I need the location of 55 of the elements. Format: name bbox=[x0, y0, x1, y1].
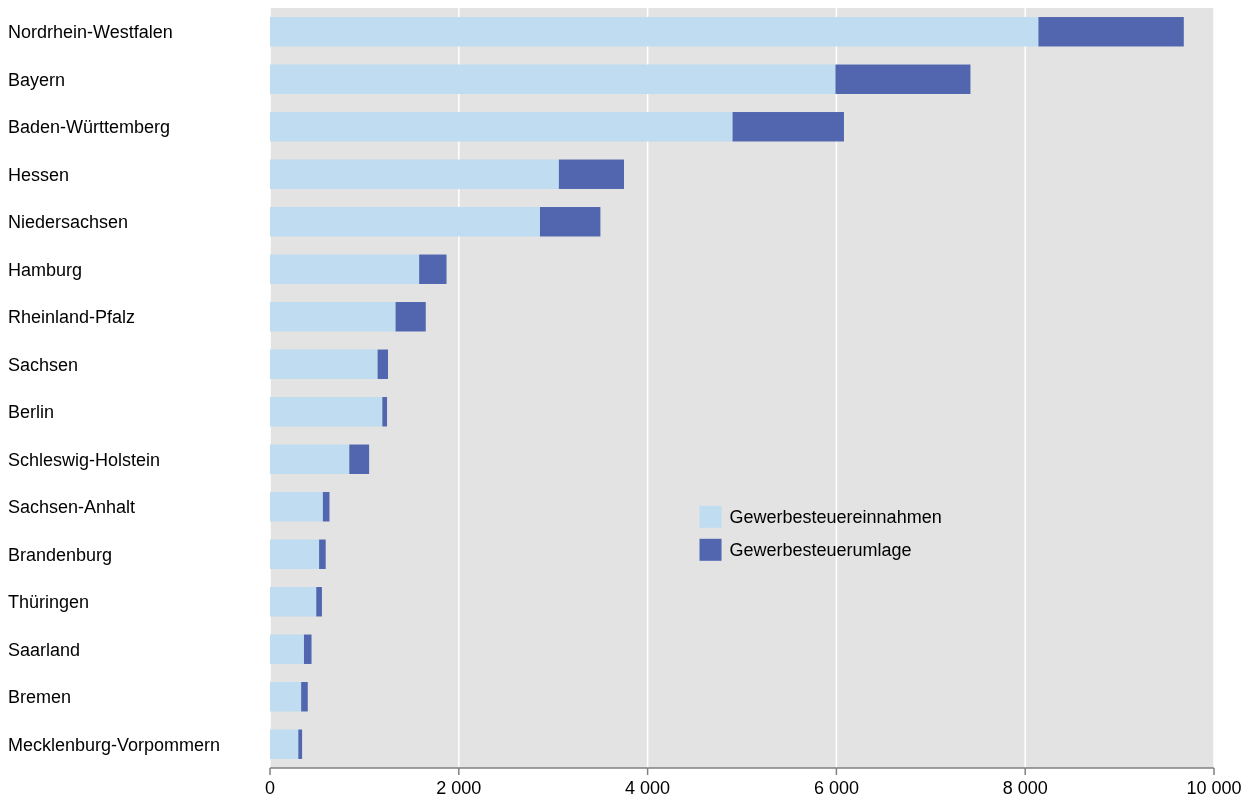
bar bbox=[270, 207, 540, 237]
bar bbox=[270, 682, 302, 712]
y-tick-label: Niedersachsen bbox=[8, 212, 129, 233]
y-tick-label: Baden-Württemberg bbox=[8, 117, 171, 138]
bar bbox=[270, 254, 420, 284]
bar bbox=[270, 492, 323, 522]
bar bbox=[270, 112, 733, 142]
x-tick-label: 4 000 bbox=[625, 778, 671, 798]
y-tick-label: Bayern bbox=[8, 69, 66, 90]
legend-label: Gewerbesteuerumlage bbox=[729, 540, 912, 561]
y-tick-label: Hamburg bbox=[8, 259, 83, 280]
bar bbox=[395, 302, 426, 332]
bar bbox=[270, 444, 350, 474]
x-tick-label: 8 000 bbox=[1002, 778, 1048, 798]
x-tick-label: 0 bbox=[264, 778, 276, 798]
bar bbox=[539, 207, 601, 237]
y-tick-label: Nordrhein-Westfalen bbox=[8, 22, 173, 43]
bar bbox=[270, 539, 320, 569]
bar bbox=[319, 539, 326, 569]
bar bbox=[732, 112, 844, 142]
bar bbox=[316, 587, 322, 617]
y-tick-label: Bremen bbox=[8, 687, 72, 708]
bar bbox=[270, 349, 378, 379]
x-tick-label: 2 000 bbox=[436, 778, 482, 798]
bar bbox=[298, 729, 303, 759]
bar bbox=[382, 397, 388, 427]
bar bbox=[270, 587, 317, 617]
x-tick-label: 6 000 bbox=[813, 778, 859, 798]
bar bbox=[835, 64, 971, 94]
y-tick-label: Hessen bbox=[8, 164, 70, 185]
y-tick-label: Sachsen bbox=[8, 354, 79, 375]
bar bbox=[270, 634, 304, 664]
x-tick-label: 10 000 bbox=[1186, 778, 1242, 798]
bar bbox=[301, 682, 308, 712]
bar bbox=[558, 159, 624, 189]
bar bbox=[270, 17, 1039, 47]
bar bbox=[270, 302, 396, 332]
bar bbox=[270, 397, 383, 427]
bar bbox=[303, 634, 312, 664]
y-tick-label: Saarland bbox=[8, 639, 81, 660]
y-tick-label: Sachsen-Anhalt bbox=[8, 497, 136, 518]
y-tick-label: Mecklenburg-Vorpommern bbox=[8, 734, 221, 755]
bar bbox=[349, 444, 370, 474]
y-tick-label: Thüringen bbox=[8, 592, 90, 613]
legend-label: Gewerbesteuereinnahmen bbox=[729, 507, 942, 528]
y-tick-label: Brandenburg bbox=[8, 544, 113, 565]
bar bbox=[1038, 17, 1184, 47]
bar bbox=[270, 64, 836, 94]
bar bbox=[377, 349, 388, 379]
y-tick-label: Schleswig-Holstein bbox=[8, 449, 161, 470]
bar bbox=[270, 729, 299, 759]
y-tick-label: Rheinland-Pfalz bbox=[8, 307, 136, 328]
bar bbox=[270, 159, 559, 189]
bar bbox=[419, 254, 447, 284]
y-tick-label: Berlin bbox=[8, 402, 55, 423]
